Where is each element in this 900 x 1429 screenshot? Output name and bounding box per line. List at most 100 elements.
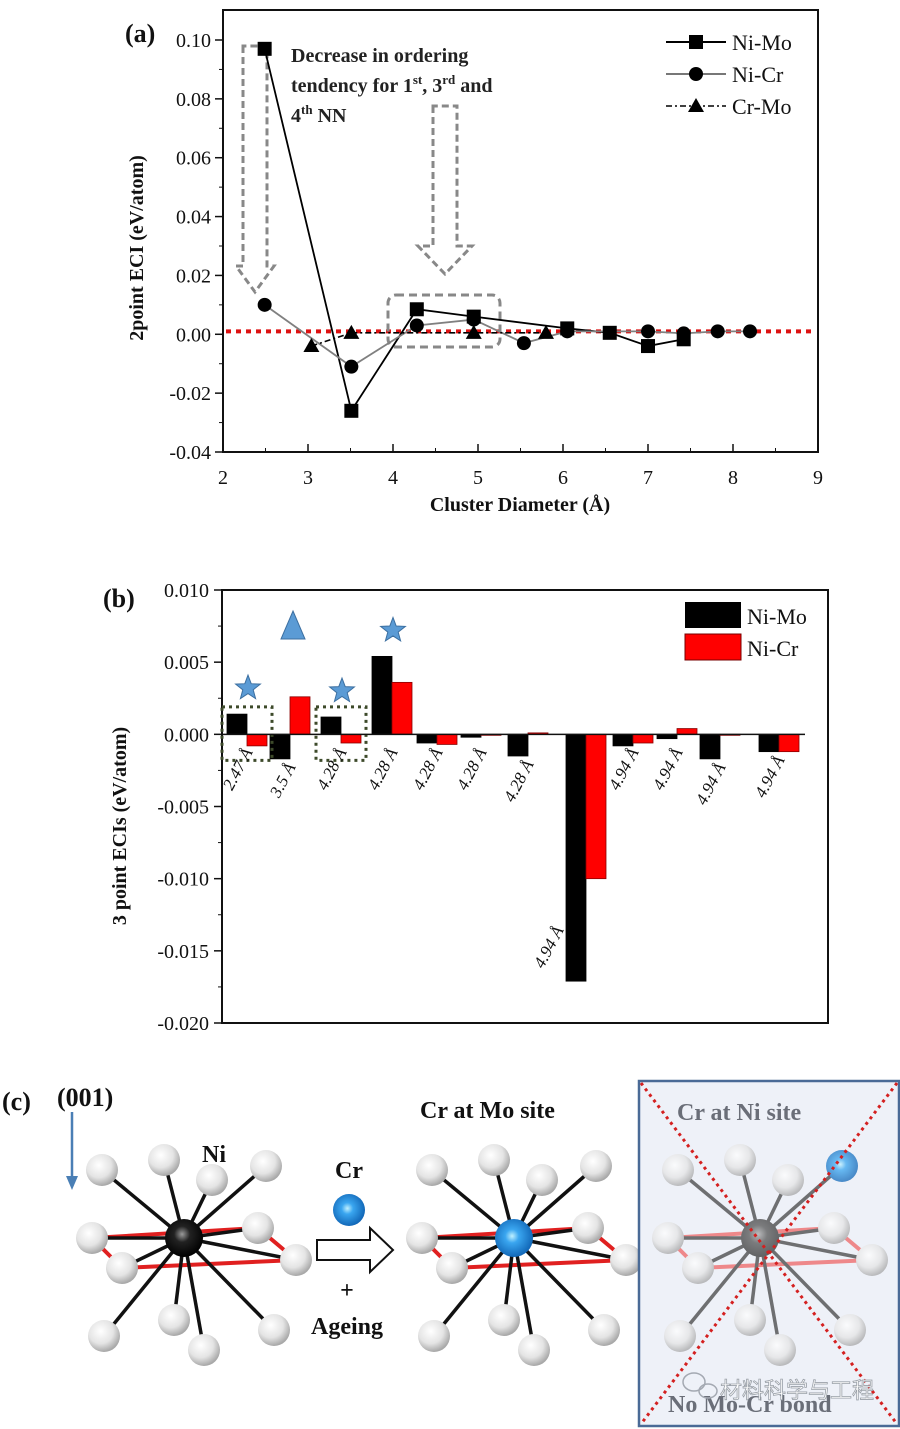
category-label: 4.28 Å [453, 744, 491, 793]
annotation-arrow-right [414, 104, 476, 277]
panel-label-a: (a) [125, 19, 155, 48]
legend-a: Ni-Mo Ni-Cr Cr-Mo [666, 30, 792, 119]
x-tick-label: 6 [558, 467, 568, 489]
y-tick-label: 0.04 [176, 207, 211, 229]
ni-atom [488, 1304, 520, 1336]
y-tick-label: 0.000 [164, 724, 209, 746]
bond [512, 1236, 606, 1332]
data-point-ni-mo [409, 302, 424, 317]
bar-ni-mo [699, 733, 721, 760]
cluster-cr-at-ni [652, 1144, 888, 1366]
series-line-ni-mo [263, 48, 684, 414]
svg-text:Ni-Cr: Ni-Cr [747, 636, 799, 661]
y-tick-label: -0.010 [157, 869, 209, 891]
ni-atom [406, 1222, 438, 1254]
highlight-dashed-box [220, 705, 274, 762]
star-marker-icon [379, 615, 407, 643]
y-tick-label: 0.08 [176, 89, 211, 111]
data-point-cr-mo [303, 338, 320, 353]
center-atom [495, 1219, 533, 1257]
annotation-arrow-left [233, 44, 277, 295]
ni-atom [250, 1150, 282, 1182]
ni-atom [258, 1314, 290, 1346]
y-tick-label: -0.015 [157, 941, 209, 963]
crossed-panel: Cr at Ni site No Mo-Cr bond 材料科学与工程 [637, 1079, 900, 1428]
data-point-ni-mo [344, 403, 359, 418]
bar-ni-cr [391, 681, 413, 735]
category-label: 3.5 Å [265, 759, 299, 801]
ni-atom [764, 1334, 796, 1366]
ni-atom [242, 1212, 274, 1244]
bar-ni-mo [758, 733, 780, 753]
ni-atom [88, 1320, 120, 1352]
right-title: Cr at Ni site [677, 1100, 802, 1126]
annotation-line-3: 4th NN [291, 102, 347, 127]
no-bond-label: No Mo-Cr bond [668, 1392, 832, 1418]
category-label: 4.28 Å [313, 744, 351, 793]
ni-atom [610, 1244, 642, 1276]
ni-atom [662, 1154, 694, 1186]
legend-b: Ni-Mo Ni-Cr [684, 602, 807, 661]
y-tick-label: 0.06 [176, 148, 211, 170]
ni-atom [106, 1252, 138, 1284]
data-point-ni-cr [676, 326, 691, 341]
legend-item-ni-mo: Ni-Mo [685, 602, 807, 629]
annotation-line-1: Decrease in ordering [291, 45, 468, 67]
bar-ni-cr [436, 733, 458, 745]
ni-atom [734, 1304, 766, 1336]
x-tick-label: 7 [643, 467, 653, 489]
ni-atom [588, 1314, 620, 1346]
data-point-ni-mo [641, 339, 655, 354]
series-line-cr-mo [311, 332, 546, 347]
bar-ni-cr [585, 733, 607, 880]
data-point-ni-cr [466, 312, 481, 327]
bond [758, 1236, 852, 1332]
star-marker-icon [328, 676, 356, 703]
highlight-box [386, 293, 502, 349]
ni-atom [188, 1334, 220, 1366]
ni-atom [196, 1164, 228, 1196]
panel-label-c: (c) [2, 1087, 31, 1116]
ni-atom [664, 1320, 696, 1352]
cr-atom [826, 1150, 858, 1182]
bar-ni-mo [320, 716, 342, 735]
legend-item-ni-cr: Ni-Cr [684, 633, 799, 661]
category-label: 4.28 Å [500, 756, 538, 805]
plus-sign: + [340, 1278, 354, 1304]
x-tick-label: 4 [388, 467, 398, 489]
annotation-line-2: tendency for 1st, 3rd and [291, 72, 492, 97]
panel-c-diagram: (c) (001) Ni Cr + Ageing Cr at Mo site C… [2, 1079, 900, 1428]
y-tick-label: 0.10 [176, 30, 211, 52]
ni-atom [436, 1252, 468, 1284]
x-axis-title-a: Cluster Diameter (Å) [430, 493, 610, 516]
category-label: 4.28 Å [364, 744, 402, 793]
ni-atom [478, 1144, 510, 1176]
data-point-ni-cr [560, 324, 575, 339]
wechat-icon [682, 1372, 718, 1399]
svg-text:Ni-Cr: Ni-Cr [732, 62, 784, 87]
middle-title: Cr at Mo site [420, 1098, 555, 1124]
cross-line-1 [639, 1082, 899, 1425]
y-axis-title-a: 2point ECI (eV/atom) [126, 155, 148, 341]
x-tick-label: 5 [473, 467, 483, 489]
transform-arrow-icon [316, 1225, 395, 1275]
bar-ni-cr [676, 728, 698, 735]
bar-ni-mo [565, 733, 587, 982]
cr-atom-icon [333, 1194, 365, 1226]
category-label: 4.94 Å [751, 752, 789, 801]
ni-atom [834, 1314, 866, 1346]
y-axis-title-b: 3 point ECIs (eV/atom) [109, 727, 131, 925]
center-atom [165, 1219, 203, 1257]
cluster-ni-mo [76, 1144, 312, 1366]
svg-text:Ni-Mo: Ni-Mo [732, 30, 792, 55]
data-point-ni-cr [710, 324, 725, 339]
direction-arrow-icon [66, 1112, 78, 1190]
cluster-cr-at-mo [406, 1144, 642, 1366]
bond [182, 1236, 276, 1332]
bond [102, 1236, 186, 1338]
chart-a: (a) 2 3 4 5 6 7 8 9 -0.04 -0.02 0.00 0.02 0.04 0.06 0.… [125, 9, 823, 516]
ni-atom [526, 1164, 558, 1196]
ni-atom [572, 1212, 604, 1244]
ni-atom [416, 1154, 448, 1186]
ni-atom [818, 1212, 850, 1244]
